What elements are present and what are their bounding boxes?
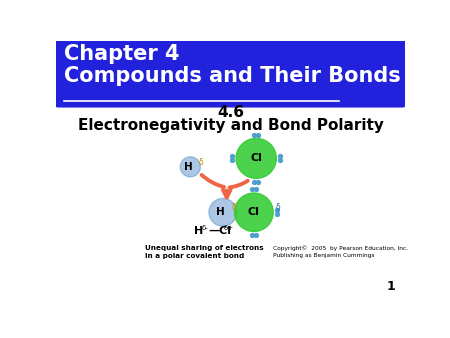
Text: Chapter 4: Chapter 4 xyxy=(64,44,180,65)
Text: δ: δ xyxy=(199,158,203,167)
Bar xyxy=(58,79,402,102)
Circle shape xyxy=(236,138,276,178)
Text: —Cl: —Cl xyxy=(208,226,231,236)
Text: 1: 1 xyxy=(387,280,396,293)
Text: δ: δ xyxy=(275,203,280,212)
FancyBboxPatch shape xyxy=(53,38,407,107)
Text: δ-: δ- xyxy=(201,225,208,232)
Text: 4.6: 4.6 xyxy=(217,105,244,120)
Text: δ: δ xyxy=(231,203,236,212)
Text: Copyright©  2005  by Pearson Education, Inc.
Publishing as Benjamin Cummings: Copyright© 2005 by Pearson Education, In… xyxy=(273,245,408,258)
Text: Electronegativity and Bond Polarity: Electronegativity and Bond Polarity xyxy=(78,118,383,133)
Text: H: H xyxy=(194,226,203,236)
Circle shape xyxy=(234,193,273,232)
Text: Compounds and Their Bonds: Compounds and Their Bonds xyxy=(64,66,401,86)
Text: H: H xyxy=(216,207,225,217)
Text: δ+: δ+ xyxy=(224,225,234,232)
Text: H: H xyxy=(184,162,193,172)
Circle shape xyxy=(180,157,200,177)
Text: Cl: Cl xyxy=(248,207,260,217)
Text: Cl: Cl xyxy=(250,153,262,163)
Circle shape xyxy=(209,198,237,226)
Text: Unequal sharing of electrons
in a polar covalent bond: Unequal sharing of electrons in a polar … xyxy=(145,245,264,259)
